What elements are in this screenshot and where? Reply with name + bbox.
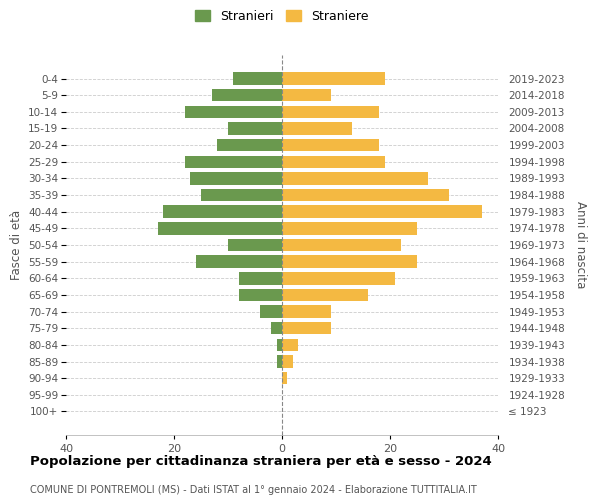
Bar — [277, 356, 282, 368]
Bar — [282, 256, 417, 268]
Text: COMUNE DI PONTREMOLI (MS) - Dati ISTAT al 1° gennaio 2024 - Elaborazione TUTTITA: COMUNE DI PONTREMOLI (MS) - Dati ISTAT a… — [30, 485, 477, 495]
Bar — [282, 156, 385, 168]
Bar — [212, 89, 282, 102]
Bar — [217, 139, 282, 151]
Bar — [239, 272, 282, 284]
Bar — [196, 256, 282, 268]
Text: Popolazione per cittadinanza straniera per età e sesso - 2024: Popolazione per cittadinanza straniera p… — [30, 455, 492, 468]
Bar — [190, 172, 282, 184]
Bar — [282, 288, 368, 301]
Bar — [185, 156, 282, 168]
Bar — [282, 122, 352, 134]
Bar — [228, 239, 282, 251]
Bar — [271, 322, 282, 334]
Y-axis label: Anni di nascita: Anni di nascita — [574, 202, 587, 288]
Bar — [201, 189, 282, 202]
Bar — [282, 189, 449, 202]
Bar — [260, 306, 282, 318]
Bar — [239, 288, 282, 301]
Bar — [282, 139, 379, 151]
Bar — [282, 322, 331, 334]
Bar — [185, 106, 282, 118]
Bar — [282, 239, 401, 251]
Bar — [163, 206, 282, 218]
Bar — [158, 222, 282, 234]
Bar — [282, 206, 482, 218]
Bar — [282, 372, 287, 384]
Bar — [277, 338, 282, 351]
Bar — [282, 222, 417, 234]
Bar — [282, 338, 298, 351]
Bar — [228, 122, 282, 134]
Bar — [282, 106, 379, 118]
Bar — [233, 72, 282, 85]
Bar — [282, 72, 385, 85]
Bar — [282, 306, 331, 318]
Bar — [282, 356, 293, 368]
Bar — [282, 272, 395, 284]
Bar — [282, 89, 331, 102]
Bar — [282, 172, 428, 184]
Legend: Stranieri, Straniere: Stranieri, Straniere — [191, 6, 373, 26]
Y-axis label: Fasce di età: Fasce di età — [10, 210, 23, 280]
